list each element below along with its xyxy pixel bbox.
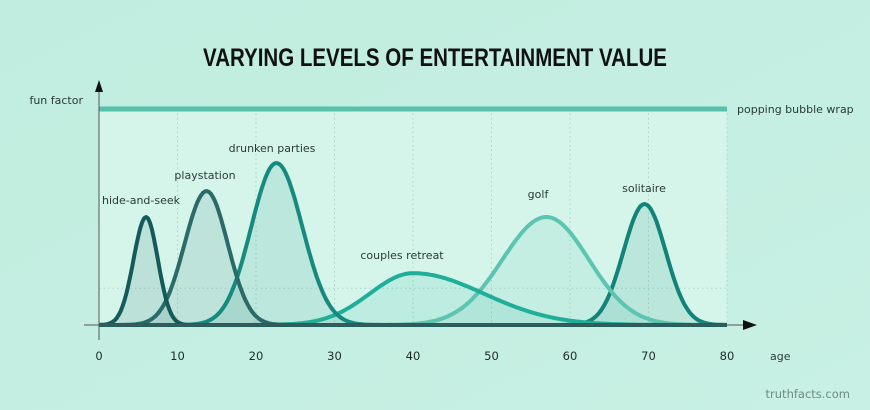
y-axis-arrow-icon: [95, 80, 103, 92]
grid: [99, 109, 728, 325]
series-fill-hide-and-seek: [99, 217, 727, 325]
label-couples-retreat: couples retreat: [360, 249, 444, 262]
x-tick-label: 20: [249, 349, 264, 363]
x-axis-arrow-icon: [743, 320, 757, 330]
label-hide-and-seek: hide-and-seek: [102, 194, 181, 207]
label-drunken-parties: drunken parties: [229, 142, 316, 155]
x-tick-label: 50: [484, 349, 499, 363]
x-tick-label: 60: [563, 349, 578, 363]
x-tick-label: 10: [170, 349, 185, 363]
label-popping-bubble-wrap: popping bubble wrap: [737, 103, 854, 116]
series-fill-couples-retreat: [99, 273, 727, 325]
chart-title: VARYING LEVELS OF ENTERTAINMENT VALUE: [203, 43, 667, 71]
x-tick-labels: 0 10 20 30 40 50 60 70 80: [95, 349, 734, 363]
series-fill-solitaire: [99, 204, 727, 325]
axes: [84, 80, 757, 340]
x-tick-label: 70: [641, 349, 656, 363]
x-tick-label: 0: [95, 349, 102, 363]
x-tick-label: 30: [327, 349, 342, 363]
label-playstation: playstation: [174, 169, 235, 182]
x-tick-label: 80: [720, 349, 735, 363]
x-tick-label: 40: [406, 349, 421, 363]
label-solitaire: solitaire: [622, 182, 666, 195]
label-golf: golf: [528, 188, 550, 201]
y-axis-label: fun factor: [29, 94, 83, 107]
credit: truthfacts.com: [766, 387, 850, 401]
series-fill-golf: [99, 217, 727, 325]
x-axis-label: age: [770, 350, 791, 363]
series-fill-drunken-parties: [99, 163, 727, 325]
